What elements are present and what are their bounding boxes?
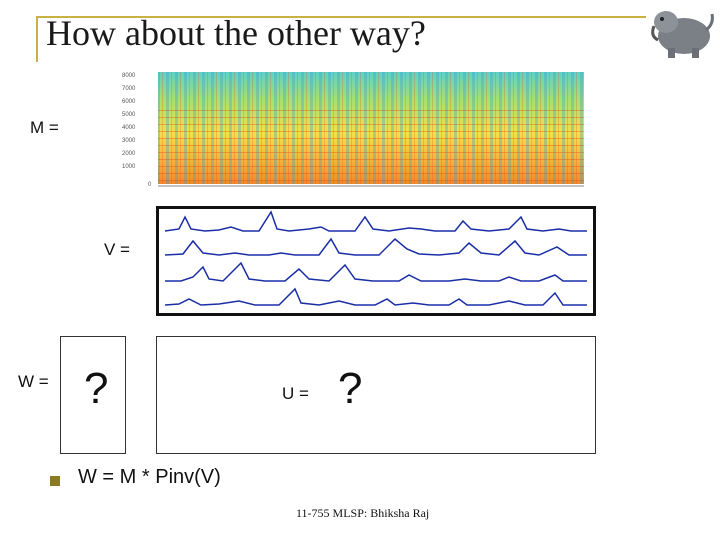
u-unknown-mark: ? [338, 364, 363, 413]
basis-curve-3 [165, 261, 587, 282]
animal-logo-icon [651, 11, 714, 58]
u-matrix-label: U = [282, 384, 309, 403]
m-matrix-label: M = [30, 118, 59, 137]
basis-curve-1 [164, 210, 587, 232]
v-matrix-label: V = [104, 240, 130, 259]
svg-text:3000: 3000 [122, 138, 136, 144]
svg-text:8000: 8000 [122, 73, 136, 79]
title-rule-vertical [36, 16, 38, 62]
svg-text:5000: 5000 [122, 112, 136, 118]
w-matrix-box [60, 336, 126, 454]
w-matrix-label: W = [18, 372, 49, 391]
basis-curve-2 [164, 237, 587, 256]
svg-text:0: 0 [148, 182, 152, 188]
title-rule-horizontal [36, 16, 646, 18]
slide-footer: 11-755 MLSP: Bhiksha Raj [296, 506, 430, 520]
basis-curve-4 [164, 287, 587, 306]
slide-title: How about the other way? [46, 13, 426, 53]
spectrogram-image: 8000 7000 6000 5000 4000 3000 2000 1000 … [122, 72, 584, 188]
square-bullet-icon [50, 476, 60, 486]
formula-text: W = M * Pinv(V) [78, 466, 221, 488]
svg-text:4000: 4000 [122, 125, 136, 131]
svg-text:6000: 6000 [122, 99, 136, 105]
svg-text:7000: 7000 [122, 86, 136, 92]
u-matrix-box [156, 336, 596, 454]
svg-text:2000: 2000 [122, 151, 136, 157]
v-matrix-plot [156, 206, 596, 316]
basis-curves-chart [164, 210, 587, 306]
svg-text:1000: 1000 [122, 164, 136, 170]
w-unknown-mark: ? [84, 364, 109, 413]
